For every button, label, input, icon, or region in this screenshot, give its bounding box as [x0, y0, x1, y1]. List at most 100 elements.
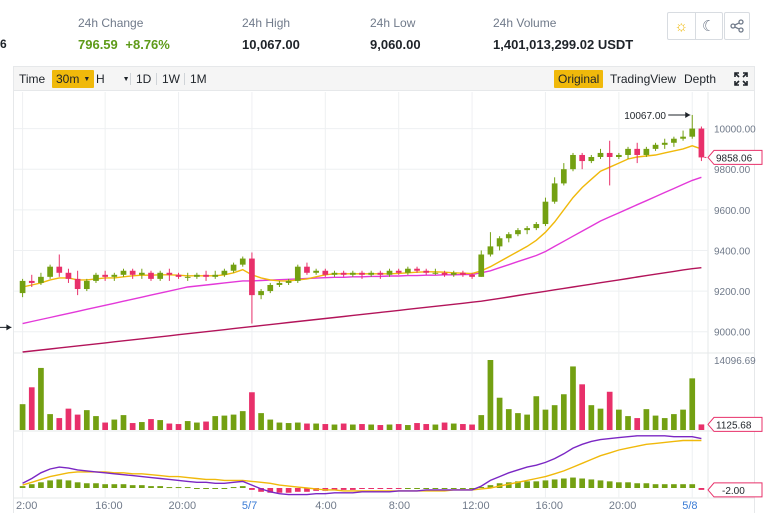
view-original-button[interactable]: Original	[554, 70, 604, 88]
candle-body	[322, 270, 329, 275]
price-tick-label: 9600.00	[714, 206, 751, 217]
stat-value: 796.59 +8.76%	[78, 37, 170, 52]
stat-label: 24h Volume	[493, 16, 557, 30]
time-axis-label: 5/8	[682, 500, 697, 512]
volume-bar	[671, 414, 677, 430]
stat-label: 24h High	[242, 16, 291, 30]
macd-histogram-bar	[74, 482, 81, 488]
volume-bar	[505, 409, 512, 430]
macd-histogram-bar	[331, 488, 338, 490]
candle-body	[606, 152, 613, 157]
volume-bar	[652, 415, 659, 430]
candle-body	[83, 280, 90, 290]
candle-body	[533, 224, 540, 229]
macd-histogram-bar	[56, 479, 63, 488]
candle-body	[304, 266, 310, 273]
candle-body	[505, 234, 512, 239]
view-depth-button[interactable]: Depth	[684, 72, 717, 86]
share-button[interactable]	[724, 12, 750, 40]
candle-body	[239, 258, 246, 265]
volume-bar	[496, 397, 503, 430]
volume-bar	[267, 419, 274, 430]
candle-body	[450, 272, 457, 275]
stat-24h-low: 24h Low 9,060.00	[370, 16, 421, 52]
stat-label: 24h Change	[78, 16, 144, 30]
volume-bar	[597, 408, 604, 430]
volume-bar	[349, 424, 356, 430]
macd-histogram-bar	[294, 488, 301, 492]
macd-histogram-bar	[157, 486, 164, 488]
macd-histogram-bar	[194, 488, 200, 489]
volume-bar	[285, 423, 292, 430]
volume-max-label: 14096.69	[714, 356, 756, 367]
stat-value: 9,060.00	[370, 37, 421, 52]
interval-label: H	[96, 72, 105, 86]
interval-label: 30m	[56, 72, 80, 86]
candle-body	[230, 264, 237, 271]
macd-histogram-bar	[661, 484, 668, 488]
candle-body	[294, 266, 301, 281]
macd-histogram-bar	[120, 484, 127, 488]
macd-histogram-bar	[203, 488, 209, 489]
macd-histogram-bar	[212, 488, 219, 489]
view-tradingview-button[interactable]: TradingView	[610, 72, 677, 86]
macd-histogram-bar	[184, 487, 191, 489]
interval-hour-button[interactable]: H ▼	[92, 70, 134, 88]
candle-body	[386, 270, 393, 275]
macd-histogram-bar	[47, 480, 53, 488]
macd-histogram-bar	[643, 483, 650, 488]
volume-bar	[38, 367, 44, 430]
moon-icon[interactable]: ☾	[702, 18, 716, 35]
volume-bar	[414, 423, 420, 430]
price-tick-label: 10000.00	[714, 125, 756, 136]
sun-icon[interactable]: ☼	[668, 13, 696, 39]
candle-body	[111, 274, 118, 277]
volume-bar	[661, 418, 668, 430]
time-button[interactable]: Time	[19, 72, 46, 86]
candle-body	[423, 270, 430, 273]
macd-histogram-bar	[249, 488, 255, 490]
macd-histogram-bar	[579, 478, 586, 488]
interval-1w-button[interactable]: 1W	[162, 72, 180, 86]
macd-histogram-bar	[138, 485, 145, 488]
fullscreen-button[interactable]	[730, 70, 752, 88]
candle-body	[184, 276, 191, 278]
volume-bar	[460, 424, 466, 430]
volume-bar	[166, 423, 173, 430]
interval-1d-button[interactable]: 1D	[136, 72, 152, 86]
time-axis-label: 8:00	[389, 500, 410, 512]
candle-body	[93, 274, 99, 281]
macd-histogram-bar	[111, 484, 118, 488]
interval-30m-button[interactable]: 30m ▼	[52, 70, 95, 88]
candle-body	[138, 272, 145, 275]
volume-bar	[551, 405, 558, 430]
macd-current-label: -2.00	[722, 486, 745, 497]
candle-body	[469, 274, 475, 277]
volume-bar	[148, 419, 154, 430]
volume-bar	[689, 378, 696, 430]
macd-histogram-bar	[606, 481, 613, 488]
candle-body	[19, 280, 26, 294]
candle-body	[542, 201, 549, 225]
volume-bar	[239, 411, 246, 430]
macd-dif-line	[22, 435, 702, 496]
candle-body	[689, 128, 696, 137]
volume-bar	[230, 414, 237, 430]
macd-current-tag	[707, 482, 763, 498]
ticker-stats-bar: 6 24h Change 796.59 +8.76% 24h High 10,0…	[0, 0, 768, 62]
candle-body	[579, 154, 586, 162]
candle-body	[120, 270, 127, 275]
stat-24h-high: 24h High 10,067.00	[242, 16, 300, 52]
candle-body	[652, 144, 659, 149]
candle-body	[28, 280, 35, 283]
volume-bar	[184, 421, 191, 430]
stat-24h-volume: 24h Volume 1,401,013,299.02 USDT	[493, 16, 633, 52]
macd-histogram-bar	[441, 488, 448, 489]
macd-histogram-bar	[560, 478, 567, 488]
candle-body	[432, 272, 439, 274]
time-axis-label: 16:00	[535, 500, 563, 512]
candle-body	[487, 246, 494, 255]
interval-1m-button[interactable]: 1M	[190, 72, 207, 86]
macd-histogram-bar	[175, 487, 182, 489]
